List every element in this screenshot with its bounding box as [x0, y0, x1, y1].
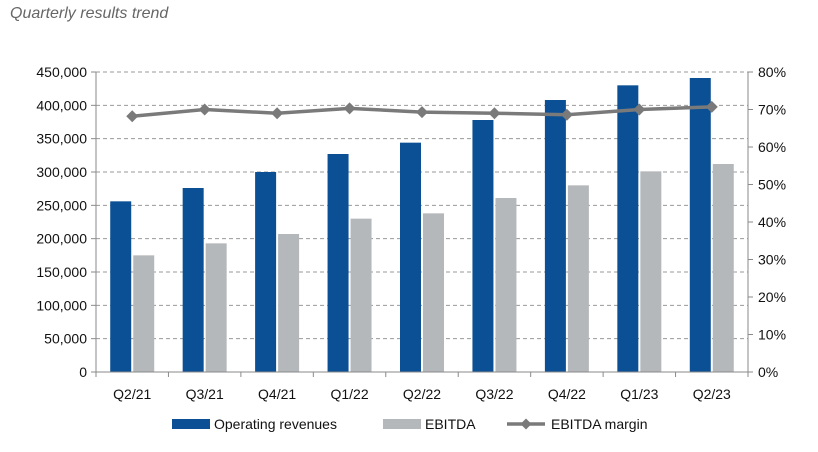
axes: 0 50,000 100,000 150,000 200,000 250,000 300,0… [36, 64, 786, 402]
right-tick-label: 70% [758, 102, 786, 118]
revenue-bar [617, 85, 639, 372]
x-tick-label: Q3/22 [475, 386, 513, 402]
margin-marker [560, 108, 573, 121]
ebitda-bar [350, 218, 372, 372]
left-tick-label: 400,000 [36, 97, 87, 113]
margin-marker [126, 110, 139, 123]
revenue-bar [689, 78, 711, 372]
chart-title: Quarterly results trend [10, 5, 169, 22]
margin-marker [198, 103, 211, 116]
left-tick-label: 0 [79, 364, 87, 380]
revenue-bar [544, 100, 566, 372]
revenue-bar [255, 172, 277, 372]
ebitda-bar [423, 213, 444, 372]
margin-marker [271, 107, 284, 120]
margin-marker [343, 102, 356, 115]
x-tick-label: Q4/21 [258, 386, 296, 402]
right-tick-label: 10% [758, 327, 786, 343]
ebitda-bar [712, 164, 734, 372]
right-tick-label: 80% [758, 64, 786, 80]
x-tick-label: Q4/22 [548, 386, 586, 402]
left-tick-label: 150,000 [36, 264, 87, 280]
ebitda-bar [278, 234, 300, 372]
ebitda-bar [567, 185, 589, 372]
ebitda-bar [495, 198, 517, 372]
x-tick-label: Q2/22 [403, 386, 441, 402]
ebitda-bar [205, 243, 227, 372]
revenue-bar [327, 154, 349, 372]
ebitda-bar [133, 255, 155, 372]
legend-label: EBITDA margin [551, 416, 647, 432]
ebitda-bar [640, 171, 662, 372]
left-tick-label: 300,000 [36, 164, 87, 180]
left-tick-label: 50,000 [44, 331, 87, 347]
revenue-bar [182, 188, 204, 372]
right-tick-label: 50% [758, 177, 786, 193]
right-tick-label: 40% [758, 214, 786, 230]
left-tick-label: 200,000 [36, 231, 87, 247]
right-tick-label: 30% [758, 252, 786, 268]
legend-label: Operating revenues [214, 416, 337, 432]
legend: Operating revenues EBITDA EBITDA margin [172, 416, 647, 432]
left-tick-label: 450,000 [36, 64, 87, 80]
x-tick-label: Q3/21 [186, 386, 224, 402]
left-tick-label: 350,000 [36, 131, 87, 147]
x-tick-label: Q2/21 [113, 386, 151, 402]
legend-margin: EBITDA margin [507, 416, 647, 432]
margin-marker [416, 106, 428, 119]
x-tick-label: Q2/23 [693, 386, 731, 402]
left-tick-label: 100,000 [36, 297, 87, 313]
revenue-bar [400, 142, 421, 372]
legend-label: EBITDA [425, 416, 476, 432]
legend-swatch [172, 419, 210, 429]
x-tick-label: Q1/23 [620, 386, 658, 402]
margin-marker [488, 107, 501, 120]
right-tick-label: 0% [758, 364, 778, 380]
margin-marker [633, 103, 646, 116]
margin-line [126, 100, 718, 123]
left-tick-label: 250,000 [36, 197, 87, 213]
right-tick-label: 60% [758, 139, 786, 155]
margin-marker [705, 100, 718, 113]
revenue-bar [110, 201, 132, 372]
legend-swatch [383, 419, 421, 429]
legend-ebitda: EBITDA [383, 416, 476, 432]
bars [110, 78, 734, 372]
legend-revenue: Operating revenues [172, 416, 337, 432]
x-tick-label: Q1/22 [330, 386, 368, 402]
revenue-bar [472, 120, 494, 372]
legend-marker [520, 418, 532, 430]
right-tick-label: 20% [758, 289, 786, 305]
